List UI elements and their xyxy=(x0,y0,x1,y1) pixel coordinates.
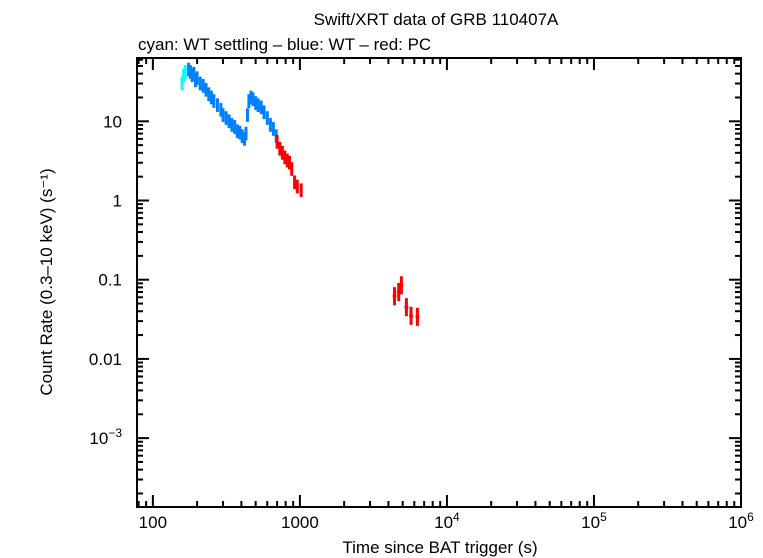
data-point-wt xyxy=(204,82,208,97)
x-tick-label: 106 xyxy=(728,510,754,532)
data-point-pc xyxy=(409,306,413,325)
data-point-pc xyxy=(288,155,292,170)
x-tick-label: 1000 xyxy=(281,513,319,532)
x-tick-label: 104 xyxy=(434,510,460,532)
data-point-wt xyxy=(215,98,219,112)
chart-title: Swift/XRT data of GRB 110407A xyxy=(314,10,559,29)
data-point-pc xyxy=(290,162,294,176)
plot-frame xyxy=(136,57,742,508)
data-point-wt xyxy=(221,108,225,122)
data-point-wt xyxy=(251,92,255,107)
x-tick-label-exponent: 4 xyxy=(453,510,460,524)
data-point-wt xyxy=(198,76,202,91)
x-tick-label-base: 10 xyxy=(581,513,600,532)
x-tick-label-base: 10 xyxy=(434,513,453,532)
data-point-wt xyxy=(238,125,242,140)
x-tick-label-base: 10 xyxy=(728,513,747,532)
x-tick-label-base: 100 xyxy=(139,513,167,532)
data-point-wt xyxy=(259,100,263,115)
data-point-wt xyxy=(207,87,211,102)
y-tick-label: 0.1 xyxy=(98,271,122,290)
data-point-wt xyxy=(201,79,205,93)
data-point-wt xyxy=(254,96,258,110)
data-point-wt xyxy=(247,94,251,108)
data-point-wt xyxy=(265,111,269,125)
data-point-pc xyxy=(280,145,284,160)
data-point-wt xyxy=(227,114,231,129)
y-tick-label-base: 0.01 xyxy=(89,350,122,369)
x-tick-label: 105 xyxy=(581,510,607,532)
data-point-wt xyxy=(240,129,244,143)
data-point-wt xyxy=(262,105,266,120)
x-tick-label: 100 xyxy=(139,513,167,532)
data-point-wt xyxy=(230,118,234,132)
data-point-wt xyxy=(212,94,216,108)
y-tick-label-base: 0.1 xyxy=(98,271,122,290)
data-point-wt xyxy=(245,108,249,122)
x-tick-label-exponent: 6 xyxy=(747,510,754,524)
data-point-pc xyxy=(295,179,299,194)
y-tick-label-base: 10 xyxy=(103,112,122,131)
x-tick-label-base: 1000 xyxy=(281,513,319,532)
data-point-wt-settling xyxy=(180,76,184,91)
data-point-wt xyxy=(235,124,239,139)
y-tick-label: 0.01 xyxy=(89,350,122,369)
data-point-wt xyxy=(195,71,199,86)
x-axis-label: Time since BAT trigger (s) xyxy=(342,538,537,557)
y-axis-label: Count Rate (0.3–10 keV) (s⁻¹) xyxy=(37,168,56,395)
data-point-pc xyxy=(285,153,289,168)
data-point-pc xyxy=(278,141,282,156)
y-tick-label-base: 1 xyxy=(113,192,122,211)
data-point-wt xyxy=(271,122,275,136)
data-point-wt xyxy=(268,118,272,132)
y-tick-label: 1 xyxy=(113,192,122,211)
data-point-pc xyxy=(399,276,404,295)
data-point-pc xyxy=(299,183,303,198)
data-point-wt xyxy=(249,90,253,105)
data-point-pc xyxy=(404,298,409,317)
data-point-pc xyxy=(293,175,297,190)
data-point-pc xyxy=(283,150,287,165)
chart-subtitle: cyan: WT settling – blue: WT – red: PC xyxy=(138,35,431,54)
data-point-wt xyxy=(209,90,213,105)
y-tick-label-base: 10 xyxy=(89,429,108,448)
data-point-wt xyxy=(233,120,237,134)
data-point-wt-settling xyxy=(183,65,187,79)
y-tick-label: 10−3 xyxy=(89,426,122,448)
data-point-wt xyxy=(244,126,248,141)
data-point-wt xyxy=(256,98,260,112)
data-point-pc xyxy=(415,307,420,326)
y-tick-label: 10 xyxy=(103,112,122,131)
data-point-wt xyxy=(224,111,228,125)
data-point-pc xyxy=(392,287,397,306)
x-tick-label-exponent: 5 xyxy=(600,510,607,524)
y-tick-label-exponent: −3 xyxy=(108,426,122,440)
data-point-pc xyxy=(275,135,279,149)
data-point-wt xyxy=(219,102,223,117)
